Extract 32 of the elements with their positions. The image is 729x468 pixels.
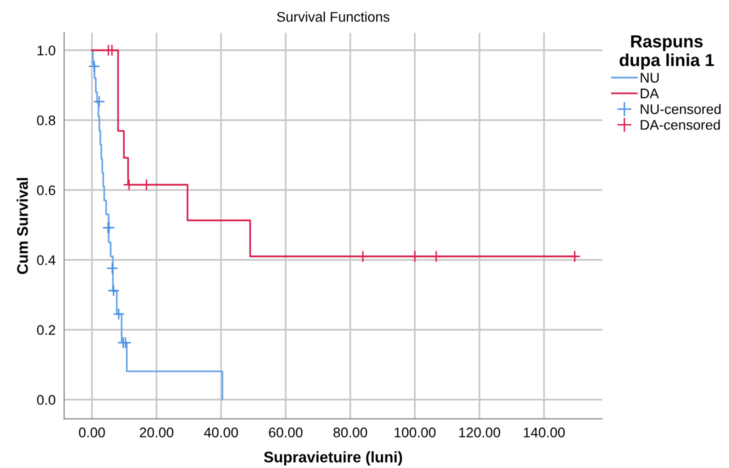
legend-label: DA [640,88,659,98]
y-tick-label: 0.2 [37,325,56,335]
y-tick-label: 0.6 [37,185,56,196]
x-tick-label: 80.00 [333,428,368,438]
y-tick-label: 1.0 [38,46,56,56]
point [112,308,125,320]
point [107,284,120,297]
point [568,250,581,262]
x-tick-label: 140.00 [524,428,565,438]
point [430,250,442,262]
point [106,262,118,274]
legend-label: NU [640,72,659,83]
x-tick-label: 60.00 [269,428,303,438]
point [356,250,369,262]
point [93,96,106,108]
point [408,250,421,262]
point [88,60,100,72]
legend-label: DA-censored [640,120,720,130]
chart-title: Survival Functions [277,12,390,22]
x-tick-label: 0.00 [78,428,105,438]
y-tick-label: 0.4 [37,255,56,266]
point [119,336,132,349]
x-tick-label: 20.00 [140,428,174,438]
x-tick-label: 120.00 [459,428,500,438]
x-axis-title: Supravietuire (luni) [264,451,402,466]
legend-label: NU-censored [640,104,721,114]
y-tick-label: 0.8 [37,115,56,126]
y-tick-label: 0.0 [37,394,56,405]
x-tick-label: 100.00 [394,428,436,438]
legend-title: Raspuns dupa linia 1 [620,35,714,70]
x-tick-label: 40.00 [204,428,238,438]
y-axis-title: Cum Survival [16,178,28,274]
